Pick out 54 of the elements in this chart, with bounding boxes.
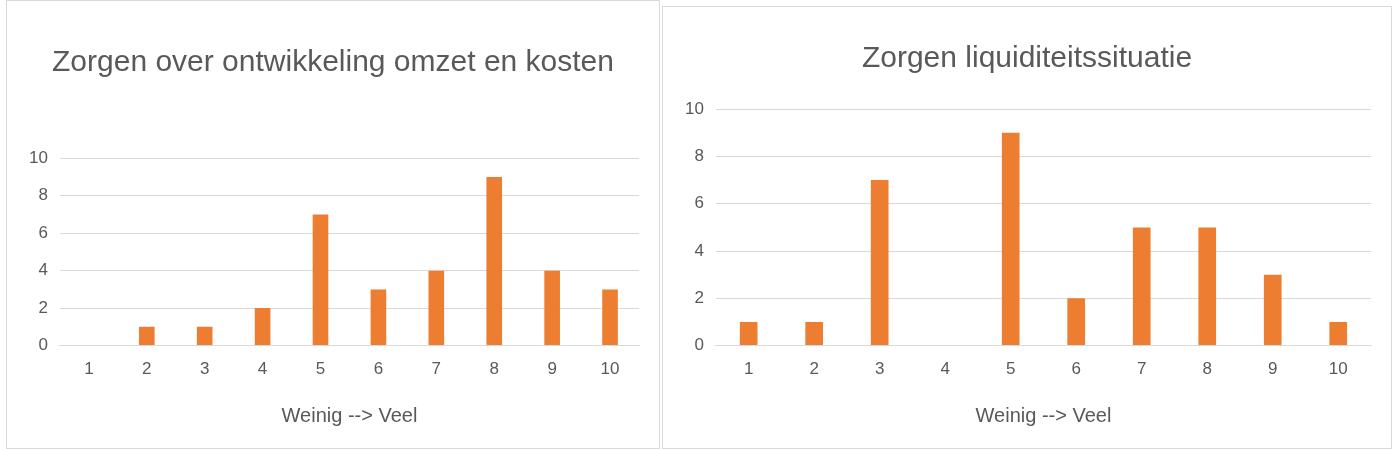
x-tick-label: 10 xyxy=(600,359,620,379)
x-tick-label: 2 xyxy=(142,359,152,379)
bar xyxy=(1132,227,1151,346)
x-tick-label: 3 xyxy=(199,359,210,379)
x-tick-label: 1 xyxy=(84,359,94,379)
bar xyxy=(138,326,155,346)
x-tick-label: 5 xyxy=(1005,359,1016,379)
bar xyxy=(196,326,213,346)
x-tick-label: 5 xyxy=(315,359,326,379)
y-tick-label: 8 xyxy=(38,185,48,205)
y-tick-label: 4 xyxy=(694,240,704,260)
x-axis-title: Weinig --> Veel xyxy=(975,403,1112,426)
y-tick-label: 10 xyxy=(684,98,704,118)
y-tick-label: 0 xyxy=(694,335,704,355)
bar xyxy=(370,289,387,346)
x-tick-label: 4 xyxy=(257,359,268,379)
bar xyxy=(428,270,445,346)
bar xyxy=(1198,227,1217,346)
y-tick-label: 4 xyxy=(38,260,48,280)
bar xyxy=(1329,321,1348,346)
bar xyxy=(739,321,758,346)
bar xyxy=(1263,274,1282,346)
bar xyxy=(805,321,824,346)
bar xyxy=(602,289,618,346)
bar xyxy=(486,176,503,346)
y-tick-label: 8 xyxy=(694,146,704,166)
x-tick-label: 3 xyxy=(874,359,885,379)
x-tick-label: 10 xyxy=(1328,359,1348,379)
bar xyxy=(870,180,889,346)
y-tick-label: 2 xyxy=(38,297,48,317)
bar xyxy=(254,308,271,346)
chart-title: Zorgen liquiditeitssituatie xyxy=(860,39,1194,75)
bar xyxy=(544,270,560,346)
y-tick-label: 6 xyxy=(38,222,48,242)
x-tick-label: 6 xyxy=(373,359,384,379)
bar xyxy=(312,214,329,346)
y-tick-label: 2 xyxy=(694,288,704,308)
x-tick-label: 8 xyxy=(489,359,499,379)
x-tick-label: 7 xyxy=(1136,359,1147,379)
x-tick-label: 9 xyxy=(547,359,557,379)
x-tick-label: 2 xyxy=(809,359,819,379)
x-tick-label: 7 xyxy=(431,359,442,379)
x-tick-label: 8 xyxy=(1202,359,1212,379)
bar xyxy=(1067,298,1086,346)
x-axis-title: Weinig --> Veel xyxy=(281,403,418,426)
x-tick-label: 9 xyxy=(1268,359,1278,379)
y-tick-label: 6 xyxy=(694,193,704,213)
y-tick-label: 10 xyxy=(28,147,48,167)
x-tick-label: 1 xyxy=(743,359,754,379)
y-tick-label: 0 xyxy=(38,335,48,355)
chart-title: Zorgen over ontwikkeling omzet en kosten xyxy=(51,43,615,79)
x-tick-label: 4 xyxy=(940,359,950,379)
x-tick-label: 6 xyxy=(1071,359,1081,379)
bar xyxy=(1001,132,1020,346)
